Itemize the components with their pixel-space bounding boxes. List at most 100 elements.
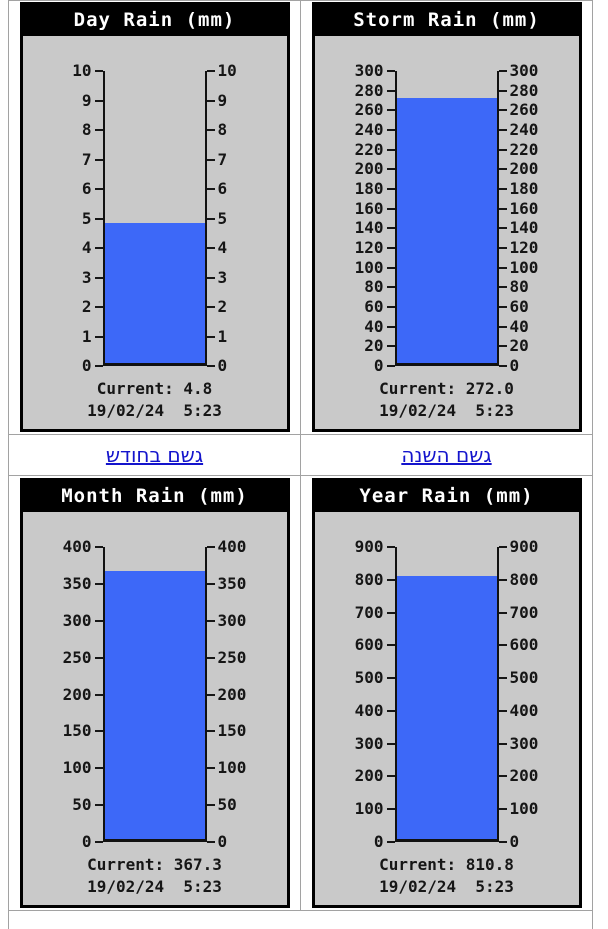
axis-tick: 9 — [206, 92, 227, 109]
gauge-timestamp: 19/02/24 5:23 — [87, 401, 222, 420]
tick-mark — [386, 286, 395, 289]
tick-mark — [498, 70, 507, 72]
tick-mark — [94, 619, 103, 622]
tick-label: 250 — [62, 647, 92, 667]
tick-label: 200 — [354, 159, 384, 179]
tick-label: 60 — [364, 297, 384, 316]
tick-label: 80 — [364, 277, 384, 297]
tick-mark — [206, 276, 215, 279]
tick-label: 40 — [364, 316, 384, 336]
axis-tick: 0 — [498, 358, 519, 374]
tick-mark — [386, 677, 395, 680]
gauge-cell-storm: Storm Rain (mm) 300 280 260 240 220 200 180 160… — [300, 0, 593, 435]
tick-label: 60 — [509, 297, 529, 316]
axis-tick: 100 — [498, 259, 538, 276]
tick-label: 220 — [509, 139, 539, 159]
tick-mark — [498, 207, 507, 210]
tick-label: 300 — [509, 733, 539, 753]
tick-mark — [498, 286, 507, 289]
axis-tick: 80 — [364, 277, 395, 297]
tick-mark — [498, 677, 507, 680]
tick-mark — [386, 709, 395, 712]
axis-tick: 60 — [364, 297, 395, 316]
tick-mark — [386, 578, 395, 581]
gauge-title: Year Rain (mm) — [314, 481, 579, 512]
tick-label: 900 — [509, 537, 539, 556]
tick-label: 5 — [217, 208, 228, 228]
axis-tick: 7 — [206, 151, 227, 168]
axis-tick: 180 — [355, 181, 395, 197]
tick-label: 140 — [509, 218, 539, 238]
axis-tick: 150 — [63, 723, 103, 739]
axis-tick: 100 — [63, 760, 103, 776]
axis-tick: 6 — [82, 181, 103, 197]
tick-mark — [498, 325, 507, 328]
empty-cell — [8, 910, 593, 929]
tick-mark — [386, 227, 395, 230]
tick-label: 150 — [217, 721, 247, 741]
tick-label: 300 — [62, 610, 92, 630]
tick-mark — [498, 266, 507, 269]
tick-mark — [94, 129, 103, 131]
gauge-title: Storm Rain (mm) — [314, 5, 579, 36]
gauges-table: Day Rain (mm) 10 9 8 7 6 5 4 3 2 1 0 10 9 8 7 6 5 4 3 2 1 0 … — [8, 0, 593, 929]
axis-tick: 240 — [355, 122, 395, 138]
tick-mark — [498, 306, 507, 308]
gauge-bar — [396, 575, 497, 839]
axis-tick: 150 — [206, 721, 247, 741]
tick-mark — [206, 656, 215, 659]
axis-tick: 250 — [206, 649, 246, 666]
tick-mark — [206, 158, 215, 161]
axis-tick: 120 — [355, 240, 395, 256]
axis-tick: 300 — [354, 733, 395, 753]
tick-label: 50 — [72, 795, 92, 815]
gauge-axis-left: 10 9 8 7 6 5 4 3 2 1 0 — [26, 63, 103, 374]
tick-label: 240 — [509, 120, 539, 139]
axis-tick: 300 — [498, 63, 538, 79]
tick-mark — [498, 109, 507, 112]
tick-label: 700 — [509, 602, 539, 622]
gauge-timestamp: 19/02/24 5:23 — [87, 877, 222, 896]
tick-mark — [386, 207, 395, 210]
tick-label: 1 — [217, 326, 228, 346]
tick-label: 600 — [509, 635, 539, 655]
tick-mark — [386, 611, 395, 614]
gauge-axis-right: 900 800 700 600 500 400 300 200 100 0 — [498, 539, 576, 850]
gauge-track — [394, 547, 499, 842]
axis-tick: 200 — [355, 768, 395, 784]
tick-label: 300 — [354, 733, 384, 753]
gauge-track — [102, 71, 207, 366]
tick-mark — [498, 742, 507, 745]
axis-tick: 400 — [498, 702, 538, 719]
tick-label: 240 — [354, 120, 384, 139]
axis-tick: 240 — [498, 120, 539, 139]
tick-mark — [94, 546, 103, 548]
gauge-chart: 400 350 300 250 200 150 100 50 0 400 350 300 250 200… — [23, 539, 287, 850]
tick-mark — [94, 217, 103, 220]
year-rain-link[interactable]: גשם השנה — [401, 443, 492, 467]
tick-mark — [94, 306, 103, 308]
axis-tick: 300 — [498, 733, 539, 753]
tick-mark — [386, 266, 395, 269]
axis-tick: 0 — [82, 834, 103, 850]
month-rain-link[interactable]: גשם בחודש — [105, 443, 204, 467]
tick-label: 500 — [509, 668, 539, 688]
axis-tick: 100 — [206, 760, 246, 776]
tick-label: 9 — [81, 90, 92, 110]
axis-tick: 260 — [498, 102, 538, 118]
tick-label: 3 — [217, 267, 228, 287]
axis-tick: 0 — [206, 834, 227, 850]
month-rain-gauge: Month Rain (mm) 400 350 300 250 200 150 100 50 0… — [19, 478, 290, 908]
gauge-axis-left: 900 800 700 600 500 400 300 200 100 0 — [318, 539, 395, 850]
tick-label: 7 — [81, 149, 92, 169]
tick-mark — [206, 804, 215, 807]
axis-tick: 140 — [355, 220, 395, 236]
tick-mark — [386, 129, 395, 131]
tick-mark — [206, 619, 215, 622]
tick-mark — [94, 804, 103, 807]
tick-label: 5 — [81, 208, 92, 228]
axis-tick: 800 — [355, 571, 395, 588]
axis-tick: 280 — [355, 82, 395, 99]
top-gauges-row: Day Rain (mm) 10 9 8 7 6 5 4 3 2 1 0 10 9 8 7 6 5 4 3 2 1 0 … — [8, 0, 593, 435]
axis-tick: 400 — [63, 539, 103, 555]
